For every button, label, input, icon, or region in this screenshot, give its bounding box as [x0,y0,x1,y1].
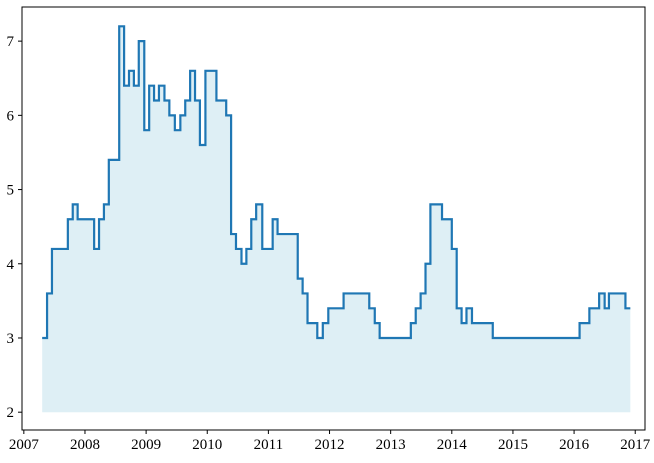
y-tick-label: 3 [7,331,15,347]
x-tick-label: 2012 [315,437,345,453]
x-tick-label: 2011 [254,437,283,453]
y-tick-label: 2 [7,405,15,421]
x-tick-label: 2008 [70,437,100,453]
y-tick-label: 5 [7,183,15,199]
x-tick-label: 2007 [9,437,40,453]
x-tick-label: 2013 [376,437,406,453]
line [42,25,631,340]
x-tick-label: 2014 [437,437,468,453]
x-tick-label: 2010 [192,437,222,453]
x-tick-label: 2016 [559,437,590,453]
y-tick-label: 7 [7,34,15,50]
y-tick-label: 4 [7,257,15,273]
x-tick-label: 2017 [620,437,651,453]
x-tick-label: 2015 [498,437,528,453]
area [42,26,631,413]
plot-frame [21,6,646,431]
x-tick-label: 2009 [131,437,161,453]
y-tick-label: 6 [7,108,15,124]
